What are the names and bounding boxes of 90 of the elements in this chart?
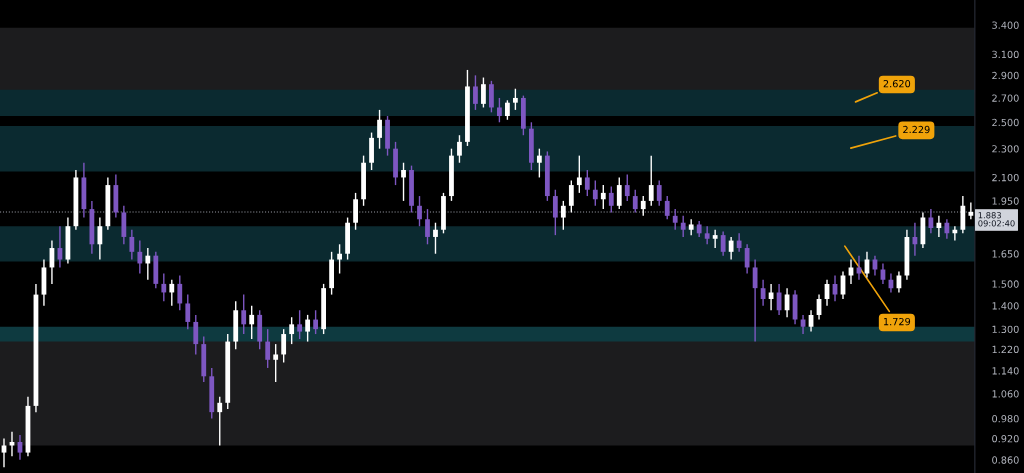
candlestick: [425, 208, 430, 245]
candlestick: [512, 88, 518, 111]
y-tick-label: 3.400: [992, 21, 1019, 29]
candlestick: [417, 195, 422, 227]
candlestick: [536, 147, 542, 179]
y-tick-label: 1.500: [992, 280, 1019, 288]
candlestick: [377, 109, 382, 150]
candlestick: [664, 195, 670, 220]
y-tick-label: 0.860: [992, 456, 1019, 464]
band-label: 1.729: [884, 317, 911, 326]
y-tick-label: 1.650: [992, 250, 1019, 258]
candlestick: [249, 305, 255, 340]
candlestick: [704, 225, 710, 245]
candlestick: [137, 239, 143, 275]
candlestick: [169, 279, 175, 307]
candlestick: [616, 176, 622, 210]
candlestick: [353, 192, 358, 231]
candlestick: [936, 215, 942, 238]
candlestick: [856, 254, 862, 281]
candlestick: [568, 179, 574, 214]
candlestick: [880, 262, 886, 285]
candlestick: [688, 218, 694, 236]
candlestick: [401, 162, 406, 202]
candlestick: [433, 222, 438, 255]
candlestick: [584, 169, 590, 197]
candlestick: [656, 179, 662, 207]
y-tick-label: 2.300: [992, 145, 1019, 153]
candlestick: [560, 200, 566, 231]
y-tick-label: 1.220: [992, 345, 1019, 354]
ref-line-label: 1.883 09:02:40: [978, 212, 1015, 227]
y-tick-label: 2.900: [992, 71, 1019, 80]
candlestick: [960, 195, 966, 235]
candlestick: [313, 309, 319, 335]
candlestick: [217, 396, 223, 447]
candlestick: [97, 216, 103, 261]
candlestick: [968, 201, 974, 220]
y-tick-label: 2.100: [992, 173, 1019, 182]
candlestick: [489, 80, 494, 114]
band-label: 2.620: [883, 79, 911, 88]
candlestick: [744, 243, 750, 275]
candlestick: [241, 293, 247, 335]
y-tick-label: 1.060: [992, 390, 1019, 398]
candlestick: [497, 97, 502, 123]
candlestick: [848, 258, 854, 285]
y-tick-label: 2.500: [992, 118, 1019, 127]
candlestick: [944, 218, 950, 240]
candlestick: [624, 173, 630, 202]
y-tick-label: 3.100: [992, 50, 1019, 59]
candlestick: [552, 189, 558, 236]
candlestick: [736, 232, 742, 253]
candlestick: [720, 230, 726, 257]
candlestick: [648, 154, 654, 207]
candlestick: [576, 154, 582, 194]
candlestick: [273, 343, 279, 383]
candlestick: [608, 185, 614, 214]
candlestick: [161, 272, 167, 302]
y-tick-label: 1.140: [992, 367, 1019, 375]
candlestick: [177, 274, 183, 311]
candlestick: [481, 76, 486, 109]
candlestick: [600, 184, 606, 210]
candlestick: [265, 328, 271, 369]
candlestick: [728, 236, 734, 261]
band-label: 2.229: [903, 125, 930, 134]
y-tick-label: 0.920: [992, 435, 1019, 443]
candlestick: [672, 208, 678, 231]
candlestick: [768, 283, 774, 311]
y-tick-label: 1.300: [992, 325, 1019, 333]
candlestick: [680, 215, 686, 238]
candlestick: [185, 293, 191, 330]
candlestick: [281, 328, 287, 364]
y-tick-label: 2.700: [992, 94, 1019, 102]
y-tick-label: 1.400: [992, 302, 1019, 310]
candlestick: [297, 309, 303, 340]
candlestick: [632, 189, 638, 214]
candlestick: [505, 99, 510, 121]
candlestick: [457, 134, 462, 164]
candlestick: [473, 74, 478, 111]
candlestick: [640, 195, 646, 217]
candlestick: [193, 314, 199, 356]
candlestick: [129, 229, 135, 261]
candlestick: [712, 229, 718, 249]
candlestick: [752, 258, 758, 343]
candlestick: [145, 247, 151, 281]
candlestick: [289, 316, 295, 345]
y-tick-label: 0.980: [992, 415, 1019, 423]
y-tick-label: 1.950: [992, 197, 1019, 205]
candlestick: [592, 179, 598, 207]
candlestick: [305, 314, 311, 343]
candlestick: [1, 437, 7, 468]
candlestick: [337, 243, 342, 275]
